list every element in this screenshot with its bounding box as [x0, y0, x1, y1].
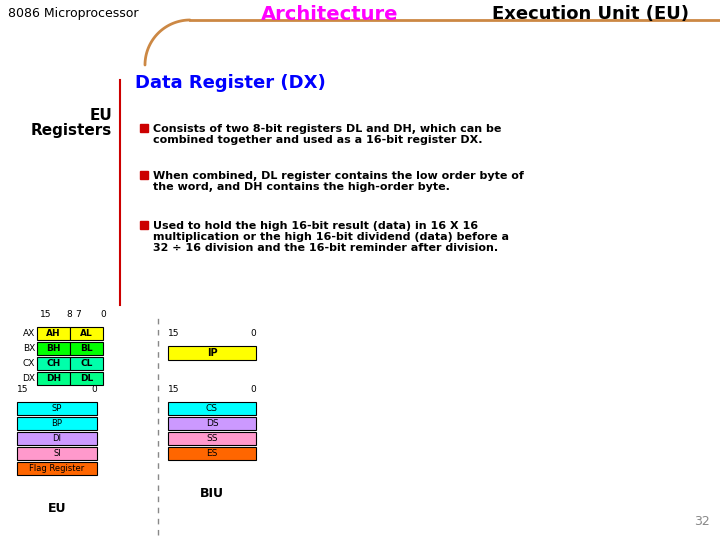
Text: EU: EU	[89, 107, 112, 123]
Text: 15: 15	[168, 329, 179, 338]
Bar	[140, 171, 148, 179]
Bar	[37, 342, 70, 355]
Text: Architecture: Architecture	[261, 4, 399, 24]
Bar	[168, 432, 256, 445]
Text: Consists of two 8-bit registers DL and DH, which can be: Consists of two 8-bit registers DL and D…	[153, 124, 501, 134]
Text: 7: 7	[75, 310, 81, 319]
Bar	[168, 447, 256, 460]
Text: BP: BP	[52, 419, 63, 428]
Text: CL: CL	[81, 359, 93, 368]
Text: BX: BX	[23, 344, 35, 353]
Text: AH: AH	[46, 329, 60, 338]
Text: 32 ÷ 16 division and the 16-bit reminder after division.: 32 ÷ 16 division and the 16-bit reminder…	[153, 243, 498, 253]
Bar	[70, 357, 103, 370]
Text: 32: 32	[694, 515, 710, 528]
Text: 15: 15	[17, 385, 29, 394]
Bar	[168, 346, 256, 360]
Text: BIU: BIU	[200, 487, 224, 500]
Bar	[37, 372, 70, 385]
Text: CH: CH	[46, 359, 60, 368]
Text: SP: SP	[52, 404, 62, 413]
Text: 8086 Microprocessor: 8086 Microprocessor	[8, 8, 138, 21]
Text: DS: DS	[206, 419, 218, 428]
Text: BH: BH	[46, 344, 60, 353]
Text: 0: 0	[91, 385, 97, 394]
Text: 8: 8	[66, 310, 72, 319]
Bar	[17, 462, 97, 475]
Text: the word, and DH contains the high-order byte.: the word, and DH contains the high-order…	[153, 182, 450, 192]
Text: DH: DH	[46, 374, 61, 383]
Text: AL: AL	[80, 329, 93, 338]
Text: AX: AX	[23, 329, 35, 338]
Text: IP: IP	[207, 348, 217, 358]
Text: multiplication or the high 16-bit dividend (data) before a: multiplication or the high 16-bit divide…	[153, 232, 509, 242]
Text: BL: BL	[80, 344, 93, 353]
Bar	[17, 417, 97, 430]
Text: ES: ES	[207, 449, 217, 458]
Text: 15: 15	[168, 385, 179, 394]
Text: CS: CS	[206, 404, 218, 413]
Text: DX: DX	[22, 374, 35, 383]
Text: 0: 0	[251, 329, 256, 338]
Bar	[70, 372, 103, 385]
Text: Used to hold the high 16-bit result (data) in 16 X 16: Used to hold the high 16-bit result (dat…	[153, 221, 478, 231]
Text: DL: DL	[80, 374, 93, 383]
Bar	[17, 402, 97, 415]
Text: DI: DI	[53, 434, 61, 443]
Text: Data Register (DX): Data Register (DX)	[135, 74, 325, 92]
Bar	[37, 357, 70, 370]
Text: When combined, DL register contains the low order byte of: When combined, DL register contains the …	[153, 171, 524, 181]
Bar	[70, 327, 103, 340]
Bar	[168, 417, 256, 430]
Text: Registers: Registers	[31, 123, 112, 138]
Text: combined together and used as a 16-bit register DX.: combined together and used as a 16-bit r…	[153, 135, 482, 145]
Bar	[17, 447, 97, 460]
Text: Flag Register: Flag Register	[30, 464, 85, 473]
Text: SS: SS	[206, 434, 217, 443]
Text: 15: 15	[40, 310, 52, 319]
Bar	[70, 342, 103, 355]
Text: 0: 0	[251, 385, 256, 394]
Bar	[140, 124, 148, 132]
Bar	[17, 432, 97, 445]
Text: EU: EU	[48, 502, 66, 515]
Bar	[37, 327, 70, 340]
Text: Execution Unit (EU): Execution Unit (EU)	[492, 5, 688, 23]
Bar	[168, 402, 256, 415]
Text: CX: CX	[22, 359, 35, 368]
Bar	[140, 221, 148, 229]
Text: 0: 0	[100, 310, 106, 319]
Text: SI: SI	[53, 449, 61, 458]
